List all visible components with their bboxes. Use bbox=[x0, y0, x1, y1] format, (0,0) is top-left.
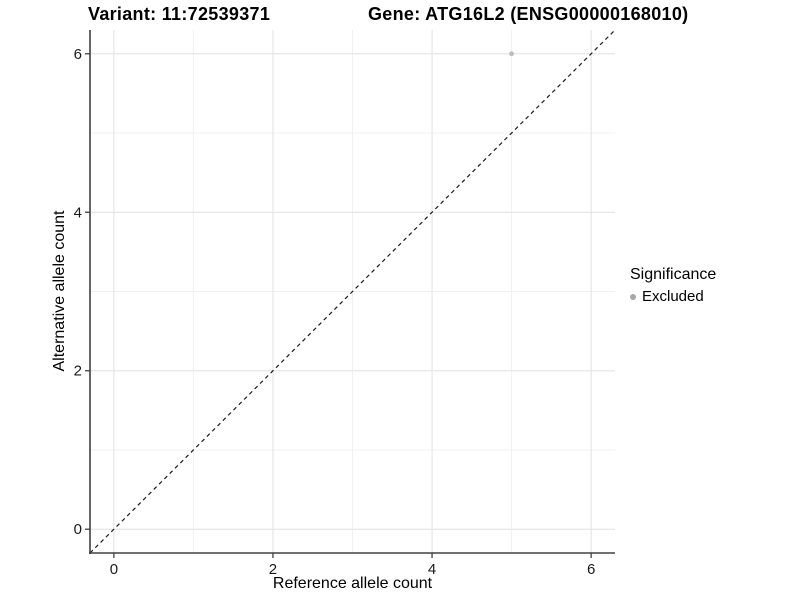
legend: Significance Excluded bbox=[630, 266, 716, 305]
legend-point-icon bbox=[630, 293, 636, 300]
y-tick-label: 4 bbox=[74, 204, 82, 221]
x-tick-label: 4 bbox=[428, 561, 436, 578]
legend-title: Significance bbox=[630, 266, 717, 283]
legend-item: Excluded bbox=[630, 288, 716, 305]
variant-title: Variant: 11:72539371 bbox=[88, 4, 271, 24]
y-axis-title: Alternative allele count bbox=[51, 210, 68, 372]
gene-title: Gene: ATG16L2 (ENSG00000168010) bbox=[368, 4, 689, 24]
y-tick-label: 0 bbox=[74, 521, 82, 538]
y-tick-label: 6 bbox=[74, 46, 82, 63]
data-point bbox=[509, 51, 514, 57]
identity-line bbox=[89, 29, 616, 554]
x-tick-label: 2 bbox=[269, 561, 277, 578]
legend-item-label: Excluded bbox=[642, 288, 704, 305]
legend-items: Excluded bbox=[630, 288, 716, 305]
x-tick-label: 6 bbox=[587, 561, 595, 578]
x-axis-title: Reference allele count bbox=[272, 575, 433, 592]
x-tick-label: 0 bbox=[110, 561, 118, 578]
y-tick-label: 2 bbox=[74, 363, 82, 380]
